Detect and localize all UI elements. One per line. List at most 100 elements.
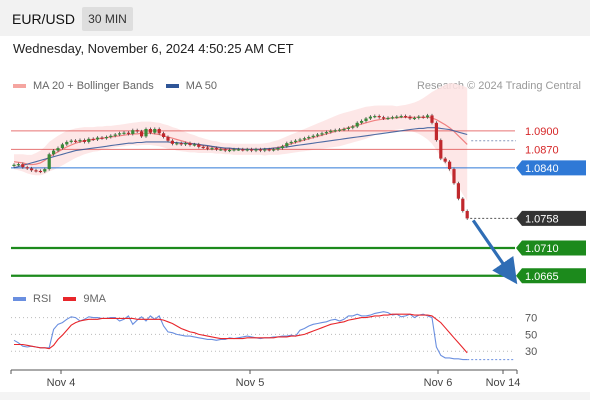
candle [360, 120, 364, 123]
level-label-1.0870: 1.0870 [525, 144, 559, 156]
candle [404, 116, 408, 118]
last-price-tag: 1.0758 [516, 210, 586, 226]
level-tag-bg-1.0840 [516, 160, 586, 176]
candle [329, 130, 333, 133]
candle [236, 149, 240, 151]
candle [338, 129, 342, 131]
level-tag-bg-1.0665 [516, 268, 586, 284]
candle [241, 149, 245, 151]
level-label-1.0840: 1.0840 [525, 163, 559, 175]
bollinger-band [14, 83, 468, 202]
candle [153, 128, 157, 133]
candle [56, 148, 60, 151]
rsi-line [13, 311, 468, 361]
candle [280, 146, 284, 149]
candle [421, 116, 425, 118]
candle [294, 140, 298, 142]
candle [377, 116, 381, 118]
candle [417, 116, 421, 118]
candle [104, 137, 108, 139]
legend-rsi-label: RSI [33, 293, 52, 305]
candle [448, 161, 452, 170]
candle [91, 138, 95, 141]
candle [373, 116, 377, 118]
candle [118, 133, 122, 135]
candle [364, 118, 368, 121]
forecast-arrow [471, 219, 518, 285]
candle [263, 149, 267, 151]
candle [368, 116, 372, 119]
candle [456, 183, 460, 199]
candle [65, 141, 69, 145]
candle [333, 130, 337, 132]
candle [399, 116, 403, 118]
candle [69, 140, 73, 142]
candle [188, 143, 192, 146]
candle [210, 148, 214, 150]
bottom-strip [0, 392, 590, 400]
candle [122, 132, 126, 134]
legend-ma20-swatch [13, 84, 26, 88]
candle [162, 133, 166, 137]
candle [113, 134, 117, 136]
level-label-1.0710: 1.0710 [525, 243, 559, 255]
level-tag-bg-1.0710 [516, 240, 586, 256]
candle [219, 149, 223, 151]
candle [461, 198, 465, 211]
price-legend: MA 20 + Bollinger Bands MA 50 [13, 80, 229, 92]
candle [390, 117, 394, 119]
ma50-line [13, 127, 468, 169]
candle [351, 126, 355, 128]
candle [82, 140, 86, 142]
candle [439, 140, 443, 159]
candle [21, 164, 25, 168]
candle [78, 140, 82, 142]
candle [87, 138, 91, 142]
candle [228, 149, 232, 152]
candle [140, 131, 144, 137]
legend-rsi: RSI [13, 293, 51, 305]
candle [342, 128, 346, 131]
candle [232, 149, 236, 151]
candle [74, 140, 78, 142]
candle [258, 149, 262, 151]
candle [131, 130, 135, 134]
candle [214, 148, 218, 150]
timeframe-button[interactable]: 30 MIN [82, 7, 133, 31]
level-label-1.0665: 1.0665 [525, 271, 559, 283]
candle [307, 137, 311, 139]
candle [47, 154, 51, 170]
candle [302, 138, 306, 140]
candle [135, 130, 139, 132]
x-tick-label: Nov 6 [424, 377, 453, 389]
x-tick-label: Nov 14 [486, 377, 521, 389]
symbol-label: EUR/USD [12, 11, 76, 27]
candle [148, 128, 152, 133]
candle [267, 149, 271, 151]
candle [386, 117, 390, 120]
legend-ma50-swatch [165, 84, 179, 88]
x-tick-label: Nov 5 [236, 377, 265, 389]
candle [201, 146, 205, 149]
candle [316, 134, 320, 136]
candle [157, 128, 161, 134]
candle [382, 117, 386, 119]
candle [166, 137, 170, 141]
legend-ma20: MA 20 + Bollinger Bands [13, 80, 154, 92]
last-price-label: 1.0758 [525, 213, 559, 225]
candle [30, 168, 34, 171]
legend-ma50-label: MA 50 [185, 80, 217, 92]
level-label-1.0900: 1.0900 [525, 126, 559, 138]
candle [430, 115, 434, 123]
candle [197, 144, 201, 147]
candle [434, 122, 438, 141]
level-tag-1.0840: 1.0840 [516, 160, 586, 176]
candle [285, 143, 289, 147]
legend-ma50: MA 50 [165, 80, 217, 92]
candle [60, 144, 64, 149]
candle [184, 143, 188, 145]
candle [254, 149, 258, 151]
candle [126, 132, 130, 134]
candle [100, 137, 104, 139]
